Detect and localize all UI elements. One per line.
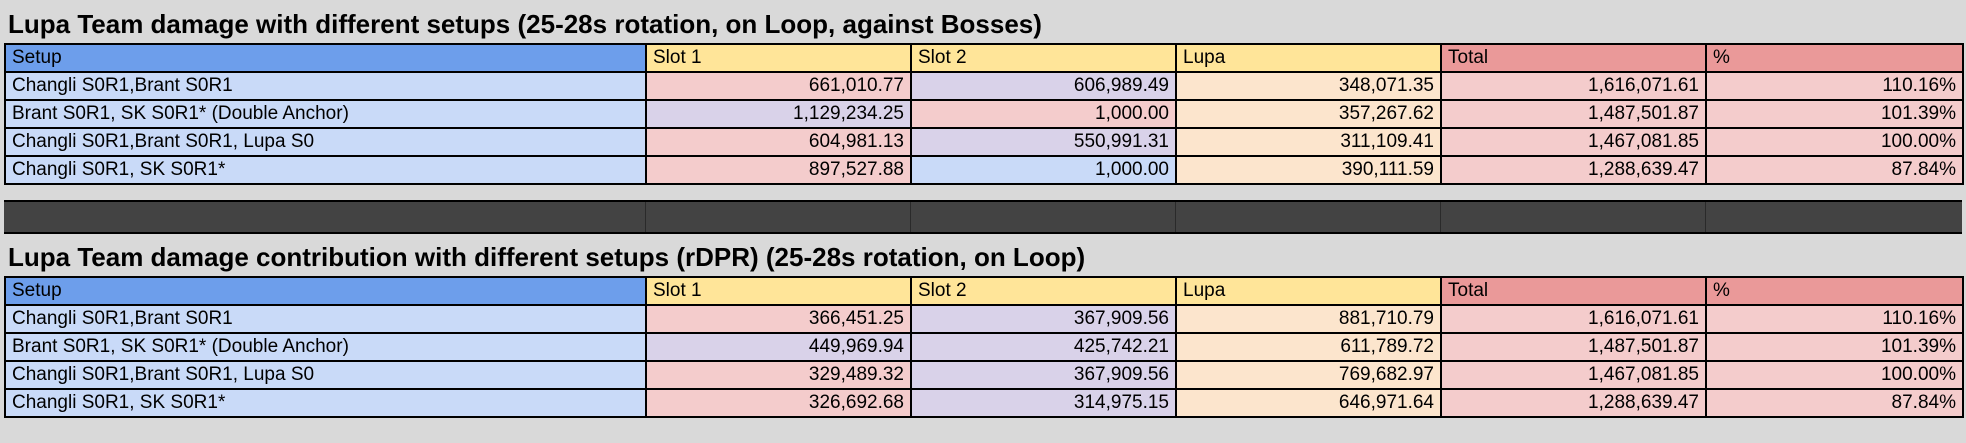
percent-cell[interactable]: 100.00% (1705, 360, 1964, 390)
percent-cell[interactable]: 110.16% (1705, 71, 1964, 101)
slot1-cell[interactable]: 661,010.77 (645, 71, 912, 101)
header-slot2[interactable]: Slot 2 (910, 43, 1177, 73)
total-cell[interactable]: 1,467,081.85 (1440, 127, 1707, 157)
header-row: Setup Slot 1 Slot 2 Lupa Total % (4, 276, 1964, 306)
slot1-cell[interactable]: 1,129,234.25 (645, 99, 912, 129)
separator-band (4, 200, 1962, 234)
table2-title[interactable]: Lupa Team damage contribution with diffe… (8, 242, 1086, 272)
header-row: Setup Slot 1 Slot 2 Lupa Total % (4, 43, 1964, 73)
slot2-cell[interactable]: 367,909.56 (910, 304, 1177, 334)
lupa-cell[interactable]: 357,267.62 (1175, 99, 1442, 129)
lupa-cell[interactable]: 311,109.41 (1175, 127, 1442, 157)
total-cell[interactable]: 1,487,501.87 (1440, 99, 1707, 129)
slot2-cell[interactable]: 367,909.56 (910, 360, 1177, 390)
table-row: Changli S0R1,Brant S0R1, Lupa S0 604,981… (4, 127, 1964, 157)
slot2-cell[interactable]: 1,000.00 (910, 99, 1177, 129)
header-slot1[interactable]: Slot 1 (645, 43, 912, 73)
slot1-cell[interactable]: 604,981.13 (645, 127, 912, 157)
percent-cell[interactable]: 87.84% (1705, 155, 1964, 185)
table-row: Brant S0R1, SK S0R1* (Double Anchor) 449… (4, 332, 1964, 362)
table-row: Brant S0R1, SK S0R1* (Double Anchor) 1,1… (4, 99, 1964, 129)
damage-table: Setup Slot 1 Slot 2 Lupa Total % Changli… (4, 43, 1964, 185)
contribution-table: Setup Slot 1 Slot 2 Lupa Total % Changli… (4, 276, 1964, 418)
slot2-cell[interactable]: 314,975.15 (910, 388, 1177, 418)
total-cell[interactable]: 1,288,639.47 (1440, 388, 1707, 418)
slot2-cell[interactable]: 1,000.00 (910, 155, 1177, 185)
header-slot1[interactable]: Slot 1 (645, 276, 912, 306)
slot2-cell[interactable]: 550,991.31 (910, 127, 1177, 157)
header-total[interactable]: Total (1440, 276, 1707, 306)
percent-cell[interactable]: 110.16% (1705, 304, 1964, 334)
slot2-cell[interactable]: 425,742.21 (910, 332, 1177, 362)
table1-title[interactable]: Lupa Team damage with different setups (… (8, 9, 1042, 39)
header-percent[interactable]: % (1705, 276, 1964, 306)
setup-cell[interactable]: Brant S0R1, SK S0R1* (Double Anchor) (4, 332, 647, 362)
lupa-cell[interactable]: 881,710.79 (1175, 304, 1442, 334)
setup-cell[interactable]: Changli S0R1,Brant S0R1, Lupa S0 (4, 127, 647, 157)
lupa-cell[interactable]: 348,071.35 (1175, 71, 1442, 101)
header-setup[interactable]: Setup (4, 276, 647, 306)
lupa-cell[interactable]: 646,971.64 (1175, 388, 1442, 418)
band-divider (910, 202, 911, 232)
setup-cell[interactable]: Changli S0R1,Brant S0R1 (4, 71, 647, 101)
slot2-cell[interactable]: 606,989.49 (910, 71, 1177, 101)
total-cell[interactable]: 1,467,081.85 (1440, 360, 1707, 390)
total-cell[interactable]: 1,288,639.47 (1440, 155, 1707, 185)
slot1-cell[interactable]: 326,692.68 (645, 388, 912, 418)
header-percent[interactable]: % (1705, 43, 1964, 73)
header-total[interactable]: Total (1440, 43, 1707, 73)
setup-cell[interactable]: Changli S0R1, SK S0R1* (4, 388, 647, 418)
total-cell[interactable]: 1,616,071.61 (1440, 71, 1707, 101)
header-lupa[interactable]: Lupa (1175, 276, 1442, 306)
percent-cell[interactable]: 87.84% (1705, 388, 1964, 418)
percent-cell[interactable]: 101.39% (1705, 332, 1964, 362)
band-divider (1175, 202, 1176, 232)
setup-cell[interactable]: Changli S0R1,Brant S0R1 (4, 304, 647, 334)
percent-cell[interactable]: 100.00% (1705, 127, 1964, 157)
total-cell[interactable]: 1,487,501.87 (1440, 332, 1707, 362)
setup-cell[interactable]: Changli S0R1,Brant S0R1, Lupa S0 (4, 360, 647, 390)
lupa-cell[interactable]: 390,111.59 (1175, 155, 1442, 185)
table-row: Changli S0R1, SK S0R1* 897,527.88 1,000.… (4, 155, 1964, 185)
header-slot2[interactable]: Slot 2 (910, 276, 1177, 306)
table-row: Changli S0R1,Brant S0R1, Lupa S0 329,489… (4, 360, 1964, 390)
band-divider (1705, 202, 1706, 232)
slot1-cell[interactable]: 897,527.88 (645, 155, 912, 185)
table-row: Changli S0R1,Brant S0R1 661,010.77 606,9… (4, 71, 1964, 101)
setup-cell[interactable]: Brant S0R1, SK S0R1* (Double Anchor) (4, 99, 647, 129)
header-lupa[interactable]: Lupa (1175, 43, 1442, 73)
lupa-cell[interactable]: 769,682.97 (1175, 360, 1442, 390)
setup-cell[interactable]: Changli S0R1, SK S0R1* (4, 155, 647, 185)
header-setup[interactable]: Setup (4, 43, 647, 73)
table-row: Changli S0R1, SK S0R1* 326,692.68 314,97… (4, 388, 1964, 418)
slot1-cell[interactable]: 449,969.94 (645, 332, 912, 362)
percent-cell[interactable]: 101.39% (1705, 99, 1964, 129)
slot1-cell[interactable]: 329,489.32 (645, 360, 912, 390)
band-divider (645, 202, 646, 232)
lupa-cell[interactable]: 611,789.72 (1175, 332, 1442, 362)
band-divider (1440, 202, 1441, 232)
table-row: Changli S0R1,Brant S0R1 366,451.25 367,9… (4, 304, 1964, 334)
total-cell[interactable]: 1,616,071.61 (1440, 304, 1707, 334)
slot1-cell[interactable]: 366,451.25 (645, 304, 912, 334)
